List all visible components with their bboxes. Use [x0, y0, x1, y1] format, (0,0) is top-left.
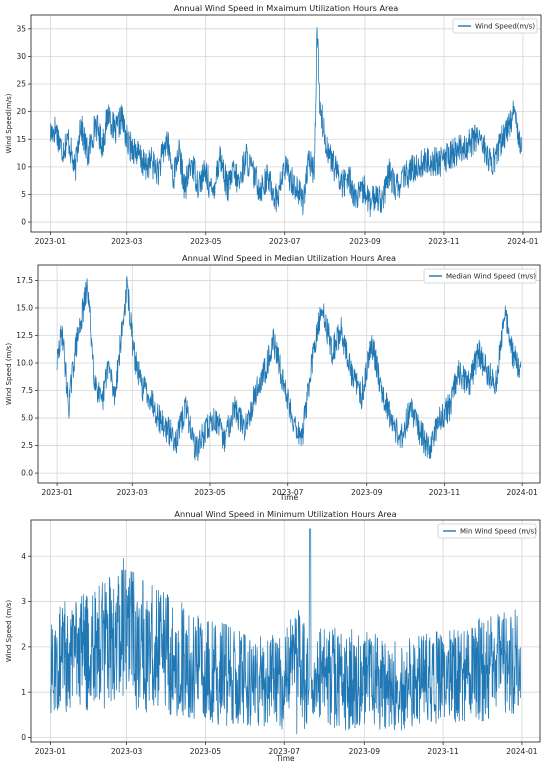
- legend: Wind Speed(m/s): [452, 18, 538, 34]
- x-axis-label: Time: [279, 493, 299, 502]
- chart-median-utilization: 2023-01 2023-03 2023-05 2023-07 2023-09 2023-…: [5, 253, 541, 502]
- x-tick-label: 2023-07: [269, 237, 301, 246]
- y-tick-label: 10.0: [16, 359, 33, 368]
- axes-frame: [30, 14, 542, 233]
- x-tick-label: 2023-01: [41, 488, 73, 497]
- series-line-0: [50, 27, 522, 218]
- chart-panel-median-utilization: 2023-01 2023-03 2023-05 2023-07 2023-09 2023-…: [0, 252, 550, 506]
- x-tick-label: 2023-05: [194, 488, 226, 497]
- y-tick-label: 25: [16, 80, 26, 89]
- series-line-0: [50, 528, 521, 735]
- axes-frame: [37, 264, 541, 484]
- y-tick-label: 20: [16, 107, 26, 116]
- y-tick-label: 12.5: [16, 331, 33, 340]
- legend-label: Median Wind Speed (m/s): [446, 273, 536, 281]
- grid: [38, 265, 540, 483]
- chart-title: Annual Wind Speed in Minimum Utilization…: [174, 509, 396, 519]
- y-tick-label: 5: [21, 190, 26, 199]
- y-tick-label: 2.5: [21, 441, 33, 450]
- x-tick-label: 2023-05: [190, 237, 222, 246]
- x-tick-label: 2023-03: [111, 237, 143, 246]
- y-tick-label: 0: [21, 218, 26, 227]
- y-axis-label: Wind Speed (m/s): [5, 600, 13, 663]
- y-tick-label: 3: [21, 597, 26, 606]
- y-tick-label: 15.0: [16, 304, 33, 313]
- x-tick-label: 2023-03: [117, 488, 149, 497]
- chart-min-utilization: 2023-01 2023-03 2023-05 2023-07 2023-09 2023-…: [5, 509, 541, 763]
- legend-label: Wind Speed(m/s): [475, 23, 535, 31]
- x-tick-label: 2024-01: [506, 747, 538, 756]
- y-tick-label: 17.5: [16, 276, 33, 285]
- x-tick-label: 2023-11: [429, 488, 461, 497]
- y-tick-label: 5.0: [21, 414, 33, 423]
- chart-panel-min-utilization: 2023-01 2023-03 2023-05 2023-07 2023-09 2023-…: [0, 508, 550, 766]
- chart-title: Annual Wind Speed in Median Utilization …: [182, 253, 396, 263]
- x-tick-label: 2023-09: [351, 488, 383, 497]
- x-tick-label: 2023-09: [349, 747, 381, 756]
- y-tick-label: 2: [21, 642, 26, 651]
- x-tick-label: 2024-01: [506, 488, 538, 497]
- legend: Median Wind Speed (m/s): [423, 268, 537, 284]
- y-tick-label: 35: [16, 24, 26, 33]
- legend-box: [437, 523, 537, 539]
- x-axis-label: Time: [275, 754, 295, 763]
- x-tick-label: 2023-09: [349, 237, 381, 246]
- y-tick-label: 1: [21, 688, 26, 697]
- x-tick-label: 2023-07: [269, 747, 301, 756]
- chart-max-utilization: 2023-01 2023-03 2023-05 2023-07 2023-09 2023-…: [5, 3, 542, 246]
- x-tick-label: 2023-01: [35, 747, 67, 756]
- legend-box: [423, 268, 537, 284]
- x-tick-label: 2024-01: [507, 237, 539, 246]
- chart-panel-max-utilization: 2023-01 2023-03 2023-05 2023-07 2023-09 2023-…: [0, 0, 550, 250]
- legend: Min Wind Speed (m/s): [437, 523, 537, 539]
- legend-box: [452, 18, 538, 34]
- y-axis-label: Wind Speed (m/s): [5, 343, 13, 406]
- x-tick-label: 2023-11: [427, 747, 459, 756]
- y-tick-label: 0.0: [21, 469, 33, 478]
- chart-title: Annual Wind Speed in Mxaimum Utilization…: [174, 3, 399, 13]
- x-tick-label: 2023-07: [272, 488, 304, 497]
- y-tick-label: 10: [16, 162, 26, 171]
- y-tick-label: 0: [21, 733, 26, 742]
- y-tick-label: 30: [16, 52, 26, 61]
- series-line-0: [56, 275, 522, 462]
- x-tick-label: 2023-11: [428, 237, 460, 246]
- y-tick-label: 7.5: [21, 386, 33, 395]
- axes-frame: [30, 519, 541, 743]
- x-tick-label: 2023-05: [190, 747, 222, 756]
- x-tick-label: 2023-03: [111, 747, 143, 756]
- x-tick-label: 2023-01: [35, 237, 67, 246]
- legend-label: Min Wind Speed (m/s): [460, 528, 537, 536]
- y-axis-label: Wind Speed(m/s): [5, 93, 13, 153]
- y-tick-label: 4: [21, 552, 26, 561]
- y-tick-label: 15: [16, 135, 26, 144]
